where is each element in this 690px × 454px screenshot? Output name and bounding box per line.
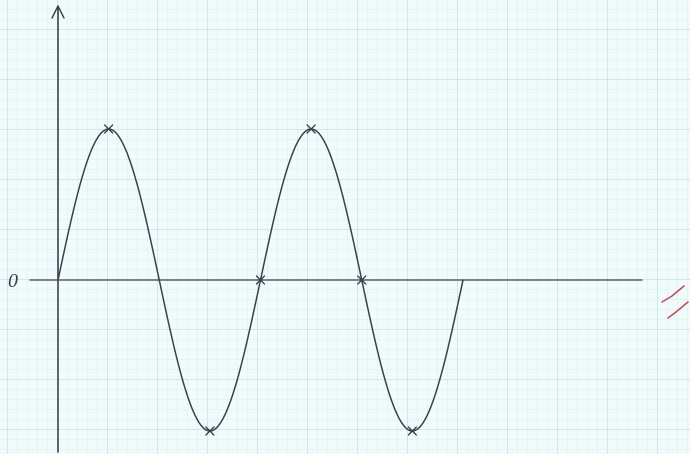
graph-paper-sketch: 0: [0, 0, 690, 454]
origin-label: 0: [8, 270, 18, 292]
page: {"axis_label": "0"} 0 (() => { const dat…: [0, 0, 690, 454]
grid-paper: [0, 0, 690, 454]
